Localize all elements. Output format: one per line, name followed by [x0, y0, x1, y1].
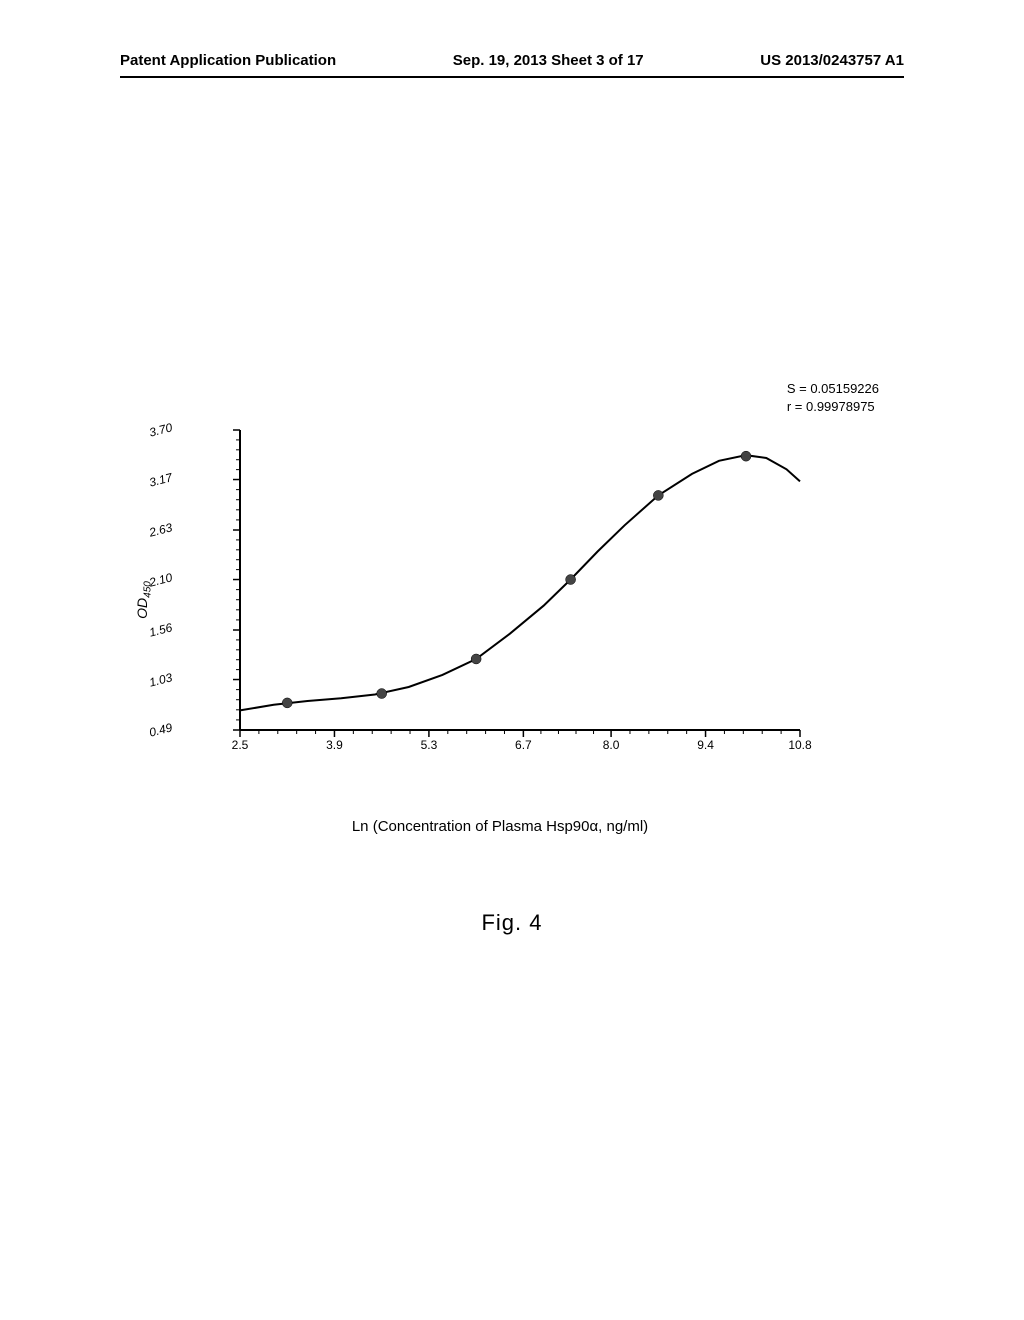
ytick-label: 0.49	[147, 720, 173, 739]
standard-curve-chart: OD450 Ln (Concentration of Plasma Hsp90α…	[180, 420, 820, 780]
header-center: Sep. 19, 2013 Sheet 3 of 17	[453, 52, 644, 69]
ylabel-main: OD	[134, 598, 150, 619]
ytick-label: 2.10	[147, 570, 173, 589]
xtick-label: 6.7	[515, 738, 532, 752]
x-axis-label: Ln (Concentration of Plasma Hsp90α, ng/m…	[352, 818, 648, 835]
xtick-label: 3.9	[326, 738, 343, 752]
stat-r: r = 0.99978975	[787, 398, 879, 416]
ytick-label: 1.56	[147, 620, 173, 639]
xtick-label: 5.3	[421, 738, 438, 752]
header-right: US 2013/0243757 A1	[760, 52, 904, 69]
ytick-label: 1.03	[147, 670, 173, 689]
xtick-label: 2.5	[232, 738, 249, 752]
header-left: Patent Application Publication	[120, 52, 336, 69]
chart-svg	[180, 420, 820, 780]
xtick-label: 9.4	[697, 738, 714, 752]
page-header: Patent Application Publication Sep. 19, …	[0, 52, 1024, 69]
fit-statistics: S = 0.05159226 r = 0.99978975	[787, 380, 879, 416]
figure-caption: Fig. 4	[481, 910, 542, 936]
ytick-label: 3.70	[147, 420, 173, 439]
xtick-label: 8.0	[603, 738, 620, 752]
ytick-label: 2.63	[147, 520, 173, 539]
ytick-label: 3.17	[147, 470, 173, 489]
xtick-label: 10.8	[788, 738, 811, 752]
stat-s: S = 0.05159226	[787, 380, 879, 398]
header-divider	[120, 76, 904, 78]
